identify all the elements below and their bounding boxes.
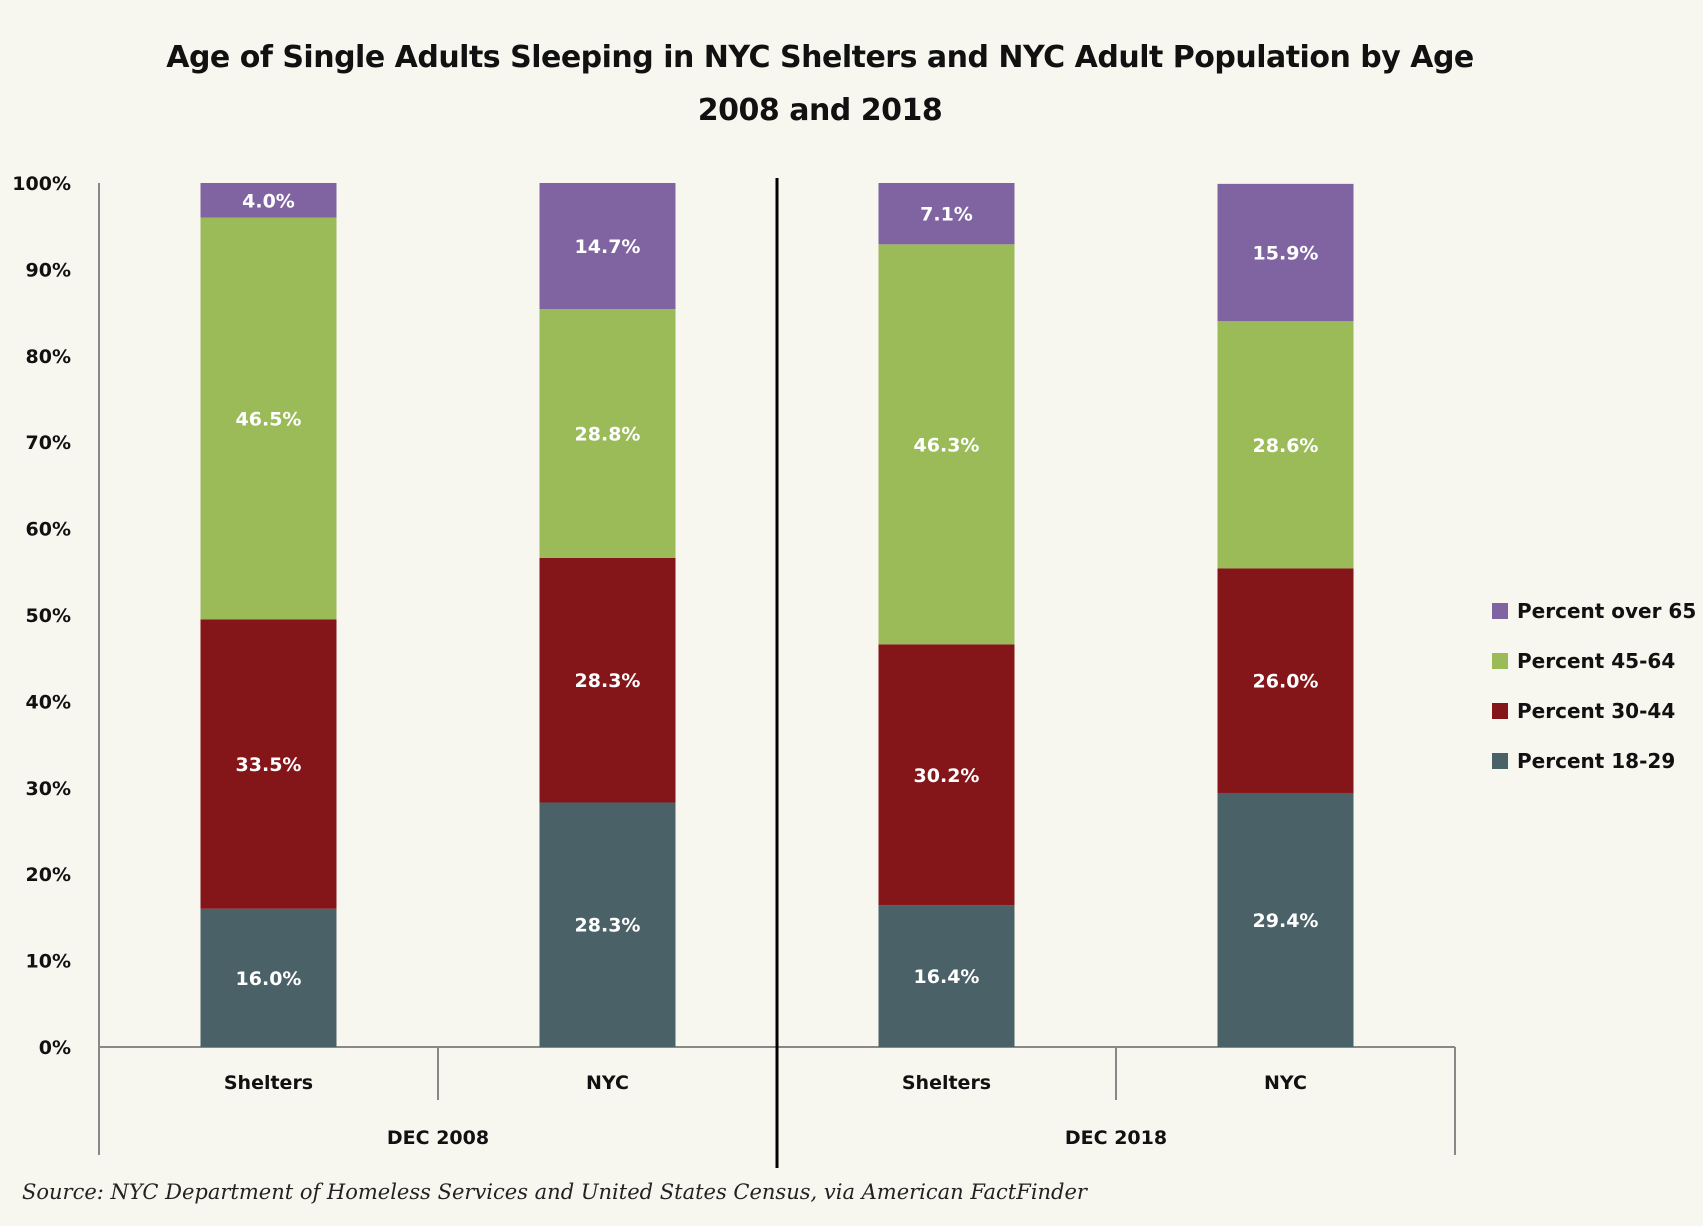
y-tick-label: 100%	[12, 173, 71, 195]
bar-segment	[539, 183, 676, 310]
bar-segment	[1217, 321, 1354, 569]
data-label: 14.7%	[575, 236, 641, 258]
x-category-label: Shelters	[902, 1072, 991, 1094]
y-tick-label: 20%	[26, 864, 71, 886]
data-label: 28.3%	[575, 915, 641, 937]
data-label: 16.4%	[914, 966, 980, 988]
y-tick-label: 70%	[26, 432, 71, 454]
bar-segment	[878, 644, 1015, 906]
y-tick-label: 40%	[26, 691, 71, 713]
data-label: 28.8%	[575, 424, 641, 446]
bar-segment	[200, 908, 337, 1047]
data-label: 30.2%	[914, 765, 980, 787]
legend-label: Percent 18-29	[1517, 749, 1676, 773]
bar-segment	[878, 183, 1015, 245]
x-category-label: NYC	[586, 1072, 629, 1094]
data-label: 33.5%	[236, 754, 302, 776]
y-tick-label: 50%	[26, 605, 71, 627]
data-label: 46.3%	[914, 434, 980, 456]
data-label: 28.6%	[1253, 435, 1319, 457]
x-category-label: Shelters	[224, 1072, 313, 1094]
bar-segment	[878, 905, 1015, 1047]
legend-label: Percent 30-44	[1517, 699, 1676, 723]
legend-item: Percent over 65	[1492, 586, 1696, 636]
legend-swatch	[1492, 703, 1508, 719]
bar-segment	[200, 217, 337, 620]
data-label: 15.9%	[1253, 243, 1319, 265]
data-label: 28.3%	[575, 670, 641, 692]
x-group-label: DEC 2008	[387, 1127, 489, 1149]
bar-segment	[200, 619, 337, 909]
legend: Percent over 65 Percent 45-64 Percent 30-4…	[1492, 586, 1696, 786]
y-tick-label: 10%	[26, 951, 71, 973]
bar-segment	[539, 802, 676, 1047]
x-category-label: NYC	[1264, 1072, 1307, 1094]
y-tick-label: 90%	[26, 259, 71, 281]
legend-swatch	[1492, 653, 1508, 669]
y-tick-label: 60%	[26, 519, 71, 541]
legend-swatch	[1492, 753, 1508, 769]
bar-segment	[539, 309, 676, 558]
bar-segment	[1217, 792, 1354, 1047]
legend-item: Percent 45-64	[1492, 636, 1696, 686]
data-label: 26.0%	[1253, 671, 1319, 693]
legend-swatch	[1492, 603, 1508, 619]
bar-segment	[1217, 568, 1354, 793]
legend-item: Percent 30-44	[1492, 686, 1696, 736]
legend-label: Percent 45-64	[1517, 649, 1676, 673]
data-label: 16.0%	[236, 968, 302, 990]
data-label: 4.0%	[242, 190, 295, 212]
bar-segment	[1217, 183, 1354, 322]
x-group-label: DEC 2018	[1065, 1127, 1167, 1149]
source-note: Source: NYC Department of Homeless Servi…	[22, 1180, 1087, 1204]
bar-segment	[539, 557, 676, 803]
chart-subtitle: 2008 and 2018	[697, 93, 943, 128]
data-label: 46.5%	[236, 408, 302, 430]
y-tick-label: 80%	[26, 346, 71, 368]
y-tick-label: 30%	[26, 778, 71, 800]
bar-segment	[200, 183, 337, 218]
legend-item: Percent 18-29	[1492, 736, 1696, 786]
data-label: 7.1%	[920, 204, 973, 226]
chart-title: Age of Single Adults Sleeping in NYC She…	[166, 40, 1474, 75]
legend-label: Percent over 65	[1517, 599, 1697, 623]
data-label: 29.4%	[1253, 910, 1319, 932]
y-tick-label: 0%	[39, 1037, 71, 1059]
bar-segment	[878, 244, 1015, 645]
